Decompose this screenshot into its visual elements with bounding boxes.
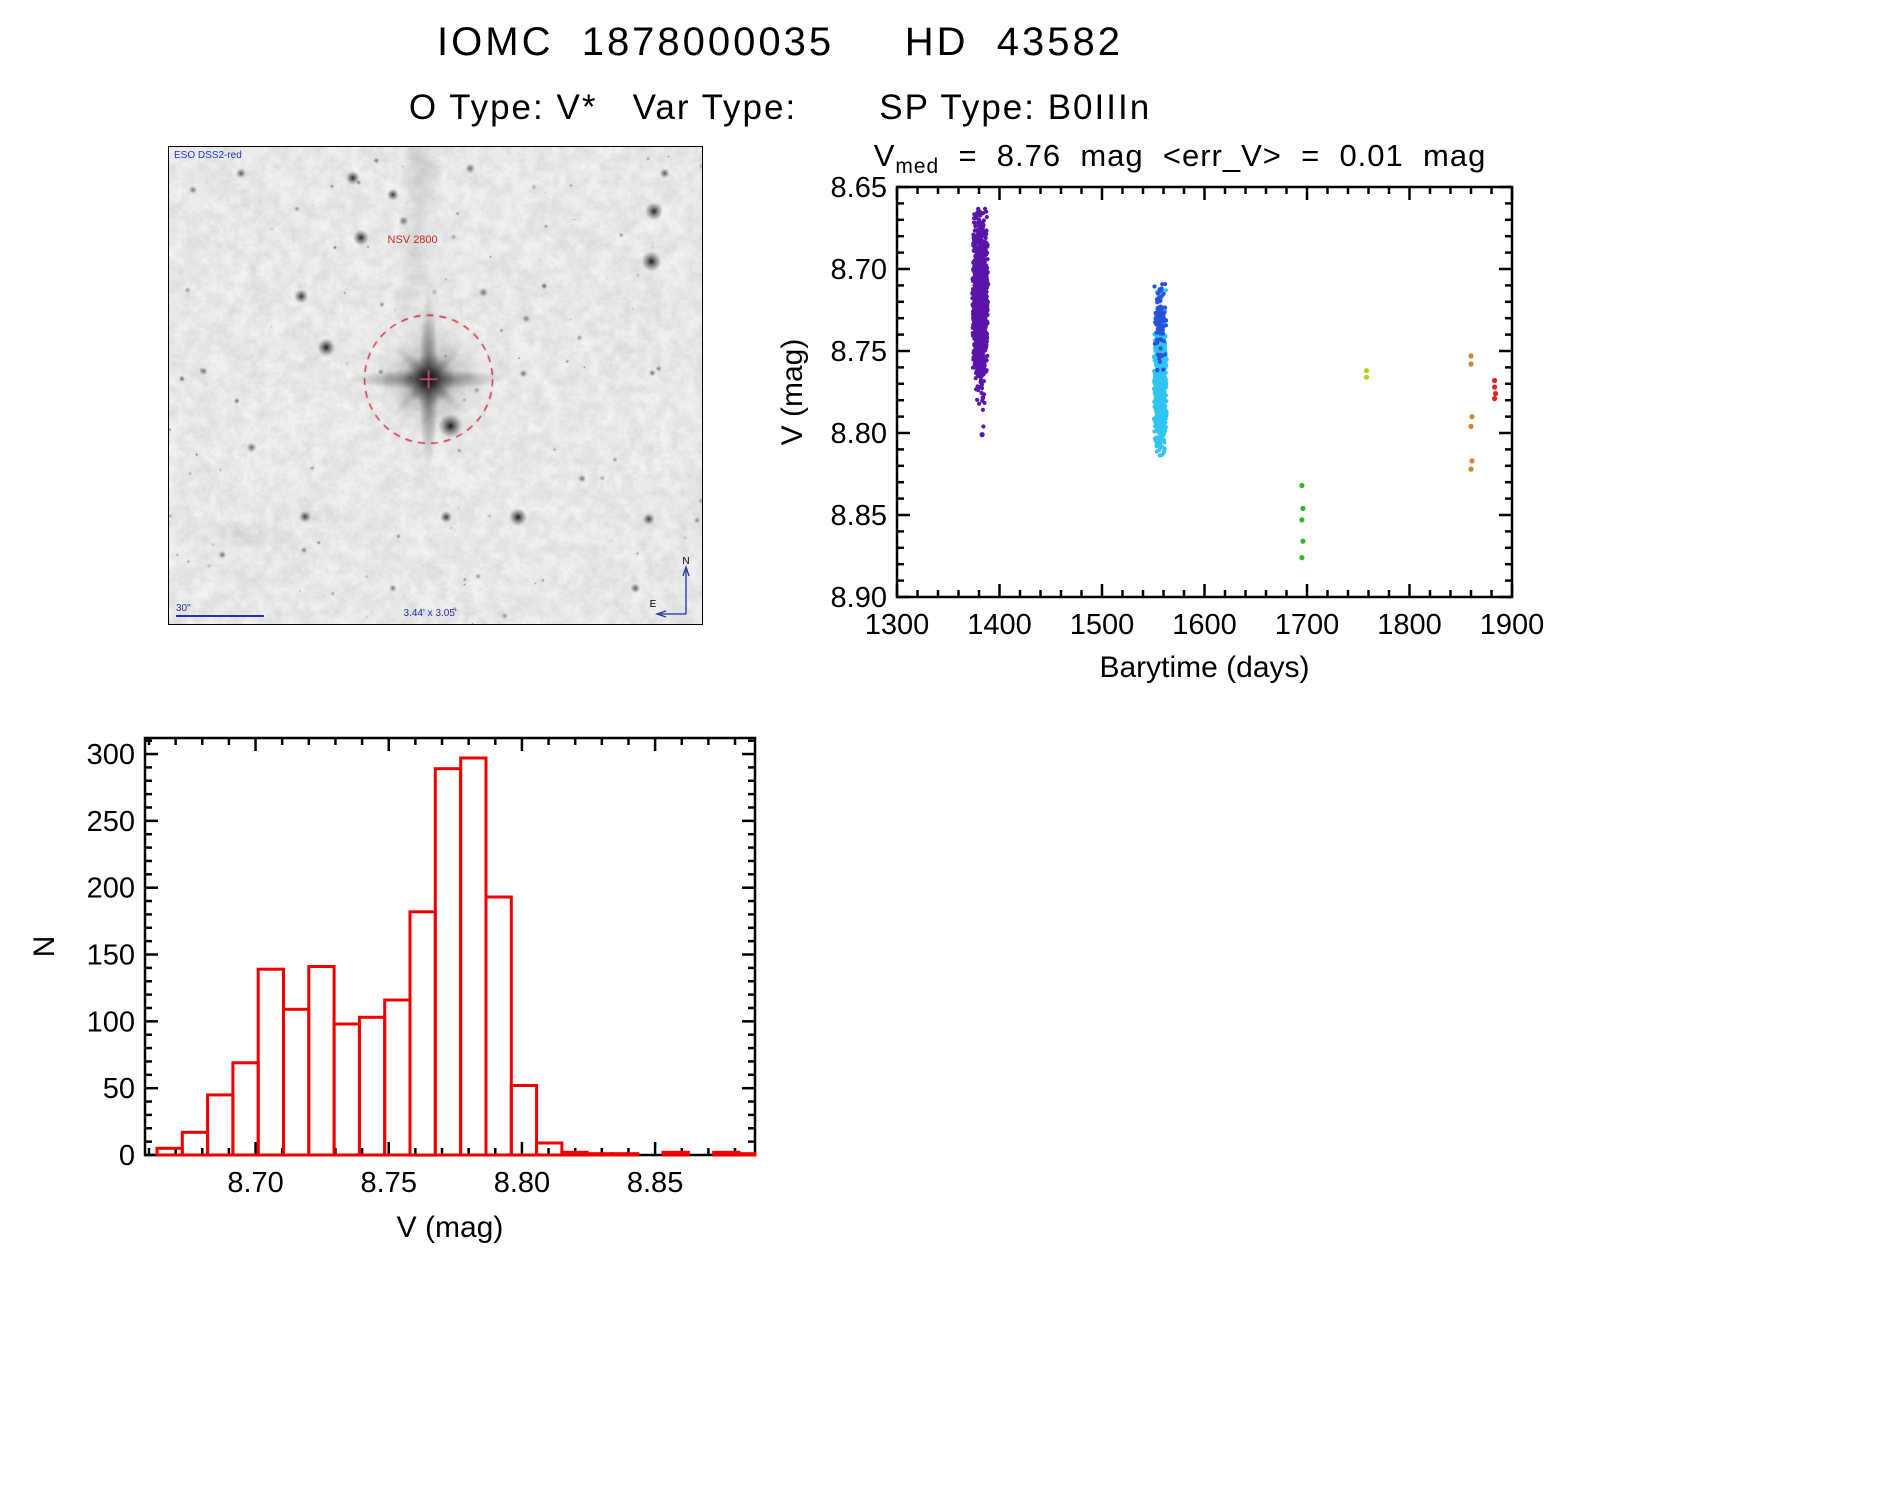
light-curve-title: Vmed = 8.76 mag <err_V> = 0.01 mag: [800, 138, 1560, 179]
fov-label: 3.44' x 3.05': [403, 608, 457, 619]
y-tick-label: 0: [119, 1140, 135, 1172]
scatter-cluster-epoch-1-purple: [970, 206, 991, 429]
scatter-points: [977, 212, 1499, 561]
y-tick-label: 8.65: [831, 172, 887, 204]
y-tick-label: 300: [87, 739, 135, 771]
x-tick-label: 1800: [1377, 609, 1442, 641]
x-tick-label: 8.85: [627, 1167, 683, 1199]
page-title: IOMC 1878000035 HD 43582: [437, 20, 1123, 64]
x-tick-label: 1500: [1070, 609, 1135, 641]
y-tick-label: 8.90: [831, 582, 887, 614]
y-tick-label: 8.75: [831, 336, 887, 368]
y-axis-label: N: [30, 936, 61, 958]
x-tick-label: 8.75: [361, 1167, 417, 1199]
y-tick-label: 8.70: [831, 254, 887, 286]
scatter-cluster-epoch-2-blue: [1152, 282, 1169, 373]
x-tick-label: 8.70: [227, 1167, 283, 1199]
sky-image: [169, 147, 702, 624]
y-tick-label: 200: [87, 873, 135, 905]
x-tick-label: 1900: [1480, 609, 1545, 641]
histogram-bars: [155, 756, 757, 1157]
histogram-plot: 8.70 8.75 8.80 8.85 0 50 100 150 200 250 300 V (mag…: [30, 736, 757, 1244]
x-axis-label: V (mag): [397, 1211, 504, 1244]
y-tick-label: 8.80: [831, 418, 887, 450]
y-tick-label: 100: [87, 1006, 135, 1038]
y-axis-label: V (mag): [776, 339, 809, 446]
y-tick-label: 150: [87, 940, 135, 972]
star-label: NSV 2800: [387, 233, 438, 246]
page-subtitle: O Type: V* Var Type: SP Type: B0IIIn: [408, 88, 1152, 127]
x-tick-label: 1300: [865, 609, 930, 641]
compass-north-label: N: [682, 556, 689, 567]
y-tick-label: 250: [87, 806, 135, 838]
x-tick-label: 1400: [967, 609, 1032, 641]
compass-east-label: E: [650, 599, 657, 610]
axes: [143, 736, 757, 1157]
survey-label: ESO DSS2-red: [174, 150, 242, 161]
scale-bar-line: [176, 615, 264, 617]
y-tick-label: 50: [103, 1073, 135, 1105]
x-axis-label: Barytime (days): [1099, 651, 1309, 684]
finder-chart: ESO DSS2-red NSV 2800 30" 3.44' x 3.05' …: [168, 146, 703, 625]
scale-bar-label: 30": [176, 603, 191, 614]
x-tick-label: 1600: [1172, 609, 1237, 641]
vmed-symbol: V: [873, 138, 896, 173]
axes: [895, 185, 1514, 599]
light-curve-plot: 1300 1400 1500 1600 1700 1800 1900 8.65 8.70 8.75…: [776, 172, 1545, 684]
x-tick-label: 8.80: [494, 1167, 550, 1199]
y-tick-label: 8.85: [831, 500, 887, 532]
compass-icon: N E: [650, 556, 690, 618]
x-tick-label: 1700: [1275, 609, 1340, 641]
vmed-values: = 8.76 mag <err_V> = 0.01 mag: [939, 138, 1487, 173]
scale-bar: 30": [176, 603, 264, 617]
vmed-subscript: med: [895, 155, 940, 179]
